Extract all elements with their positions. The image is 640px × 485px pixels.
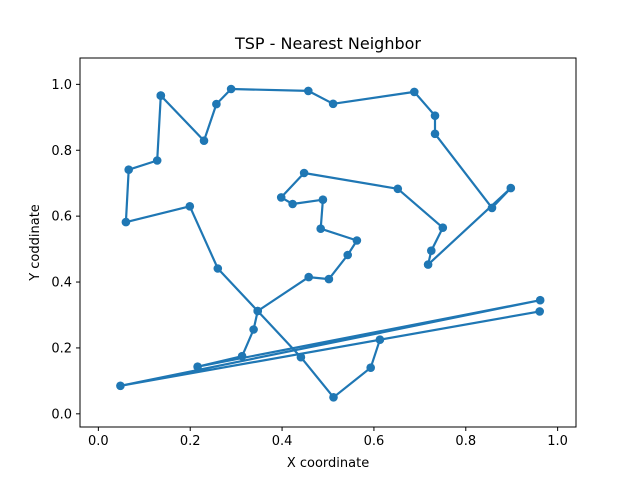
y-tick-label: 0.2 [51, 341, 72, 356]
x-tick-label: 0.6 [364, 434, 385, 449]
city-point [193, 362, 202, 372]
x-tick-label: 0.0 [88, 434, 109, 449]
x-axis-label: X coordinate [287, 456, 369, 471]
city-point [410, 87, 419, 97]
city-point [152, 156, 162, 165]
y-axis-label: Y coddinate [28, 204, 43, 282]
city-point [199, 136, 209, 145]
city-point [124, 165, 133, 174]
city-point [156, 91, 166, 100]
city-point [430, 129, 440, 139]
y-tick-label: 0.8 [51, 144, 72, 159]
y-tick-label: 1.0 [51, 78, 72, 93]
city-point [430, 111, 440, 120]
city-point [276, 193, 286, 202]
x-tick-label: 0.8 [455, 434, 476, 449]
city-point [535, 307, 544, 316]
city-point [438, 223, 448, 232]
city-point [506, 183, 516, 193]
y-tick-label: 0.6 [51, 210, 72, 225]
city-point [352, 236, 362, 245]
route-line [119, 87, 542, 399]
x-ticks: 0.0 0.2 0.4 0.6 0.8 1.0 [88, 427, 568, 449]
plot-frame [79, 57, 577, 428]
city-point [237, 351, 247, 361]
city-point [316, 224, 326, 233]
city-point [185, 202, 195, 211]
city-point [328, 99, 338, 109]
city-point [212, 99, 221, 109]
chart-title: TSP - Nearest Neighbor [234, 34, 421, 53]
city-point [366, 363, 376, 373]
city-point [116, 381, 125, 391]
x-tick-label: 0.4 [272, 434, 293, 449]
city-point [226, 84, 236, 94]
city-point [253, 306, 262, 316]
city-point [375, 335, 385, 345]
city-point [427, 246, 436, 255]
city-point [329, 393, 338, 402]
y-tick-label: 0.4 [51, 276, 72, 291]
city-point [249, 325, 258, 334]
city-point [423, 260, 433, 269]
city-point [324, 274, 334, 284]
city-point [288, 199, 297, 209]
city-point [535, 295, 545, 305]
city-point [296, 352, 306, 362]
x-tick-label: 0.2 [180, 434, 201, 449]
city-point [343, 250, 353, 260]
city-point [299, 168, 309, 178]
city-point [121, 217, 131, 227]
city-point [487, 203, 497, 213]
city-point [304, 272, 314, 282]
city-point [318, 195, 328, 204]
x-tick-label: 1.0 [547, 434, 568, 449]
y-ticks: 0.0 0.2 0.4 0.6 0.8 1.0 [51, 78, 80, 422]
city-point [393, 184, 403, 194]
city-point [213, 264, 223, 273]
plot-layer [116, 84, 545, 402]
y-tick-label: 0.0 [51, 407, 72, 422]
city-point [304, 86, 313, 96]
